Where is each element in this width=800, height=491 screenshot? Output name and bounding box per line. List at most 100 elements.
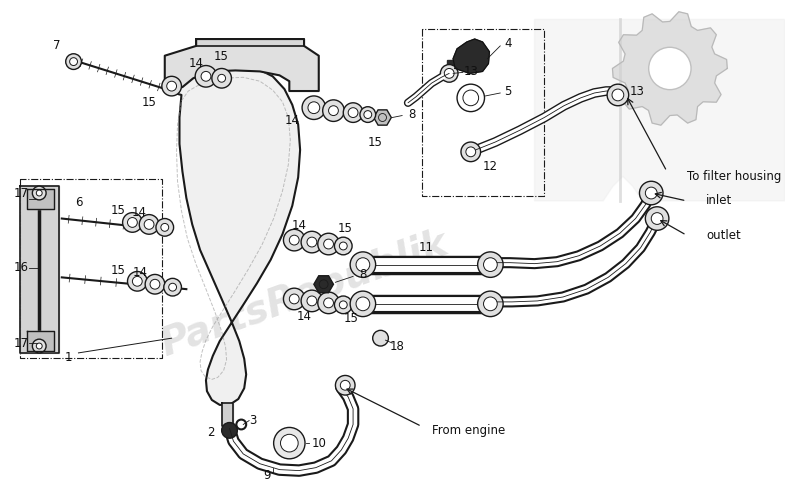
- Text: 15: 15: [338, 222, 353, 235]
- Text: 14: 14: [133, 266, 148, 279]
- Circle shape: [343, 103, 363, 122]
- Polygon shape: [534, 20, 785, 201]
- Text: To filter housing: To filter housing: [686, 170, 781, 183]
- Circle shape: [144, 219, 154, 229]
- Circle shape: [283, 288, 305, 310]
- Circle shape: [212, 68, 231, 88]
- Circle shape: [364, 110, 372, 118]
- Circle shape: [483, 297, 498, 311]
- Circle shape: [166, 81, 177, 91]
- Circle shape: [334, 237, 352, 255]
- Circle shape: [145, 274, 165, 294]
- Circle shape: [222, 423, 238, 438]
- Circle shape: [607, 84, 629, 106]
- Circle shape: [339, 242, 347, 250]
- Polygon shape: [314, 276, 334, 293]
- Circle shape: [478, 291, 503, 317]
- Circle shape: [334, 296, 352, 314]
- Circle shape: [150, 279, 160, 289]
- Text: inlet: inlet: [706, 194, 733, 207]
- Text: 1: 1: [65, 351, 73, 364]
- Circle shape: [463, 90, 478, 106]
- Circle shape: [169, 283, 177, 291]
- Circle shape: [339, 301, 347, 309]
- Polygon shape: [166, 66, 300, 405]
- Text: 15: 15: [344, 312, 358, 325]
- Text: 3: 3: [250, 414, 257, 427]
- Circle shape: [350, 291, 376, 317]
- Text: 14: 14: [132, 206, 146, 219]
- Circle shape: [348, 108, 358, 117]
- Text: 6: 6: [74, 196, 82, 209]
- Text: 18: 18: [390, 340, 405, 353]
- Text: 15: 15: [142, 96, 157, 109]
- Text: 13: 13: [463, 65, 478, 78]
- Text: 14: 14: [189, 57, 204, 70]
- Circle shape: [324, 298, 334, 308]
- Circle shape: [195, 65, 217, 87]
- Polygon shape: [374, 110, 391, 125]
- Text: 14: 14: [297, 310, 311, 323]
- Circle shape: [478, 252, 503, 277]
- Circle shape: [32, 186, 46, 200]
- Circle shape: [161, 223, 169, 231]
- Polygon shape: [453, 39, 490, 73]
- Circle shape: [457, 84, 485, 111]
- Circle shape: [127, 272, 147, 291]
- Circle shape: [290, 294, 299, 304]
- Circle shape: [483, 258, 498, 272]
- Circle shape: [646, 207, 669, 230]
- Text: 10: 10: [311, 436, 326, 450]
- Circle shape: [201, 71, 211, 81]
- Circle shape: [639, 181, 663, 205]
- Circle shape: [350, 252, 376, 277]
- Circle shape: [36, 343, 42, 349]
- Circle shape: [139, 215, 159, 234]
- Text: 17: 17: [14, 337, 29, 350]
- Circle shape: [307, 237, 317, 247]
- Polygon shape: [20, 186, 59, 353]
- Text: PartsRepublik: PartsRepublik: [155, 224, 453, 364]
- Circle shape: [290, 235, 299, 245]
- Text: 15: 15: [367, 136, 382, 149]
- Circle shape: [36, 190, 42, 196]
- Text: 14: 14: [285, 114, 300, 127]
- Text: 8: 8: [359, 268, 366, 281]
- Circle shape: [461, 142, 481, 162]
- Polygon shape: [613, 12, 727, 125]
- Circle shape: [32, 339, 46, 353]
- Circle shape: [66, 54, 82, 69]
- Circle shape: [335, 376, 355, 395]
- Text: 13: 13: [630, 84, 645, 98]
- Circle shape: [646, 187, 657, 199]
- Polygon shape: [196, 39, 304, 46]
- Circle shape: [274, 428, 305, 459]
- Circle shape: [162, 76, 182, 96]
- Circle shape: [164, 278, 182, 296]
- Circle shape: [373, 330, 388, 346]
- Circle shape: [318, 292, 339, 314]
- Polygon shape: [165, 39, 318, 91]
- Circle shape: [301, 231, 322, 253]
- Circle shape: [649, 47, 691, 90]
- Circle shape: [324, 239, 334, 249]
- Circle shape: [440, 64, 458, 82]
- Text: 8: 8: [408, 108, 416, 121]
- Circle shape: [122, 213, 142, 232]
- Circle shape: [612, 89, 624, 101]
- Text: 12: 12: [483, 160, 498, 173]
- Polygon shape: [27, 331, 54, 351]
- Text: 14: 14: [292, 219, 306, 232]
- Circle shape: [156, 218, 174, 236]
- Polygon shape: [222, 403, 234, 427]
- Circle shape: [360, 107, 376, 122]
- Circle shape: [329, 106, 338, 115]
- Circle shape: [301, 290, 322, 312]
- Text: outlet: outlet: [706, 229, 741, 242]
- Circle shape: [127, 218, 138, 227]
- Circle shape: [444, 68, 454, 78]
- Circle shape: [283, 229, 305, 251]
- Circle shape: [307, 296, 317, 306]
- Circle shape: [322, 100, 344, 121]
- Circle shape: [651, 213, 663, 224]
